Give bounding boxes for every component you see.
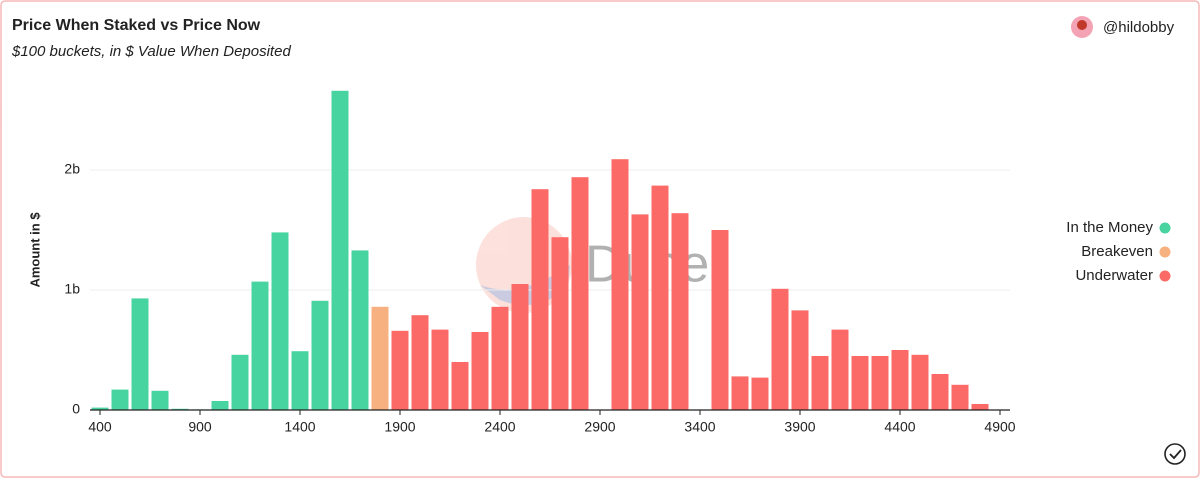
bar (951, 384, 969, 410)
bar (371, 306, 389, 410)
x-tick-label: 1400 (284, 419, 315, 435)
bar (891, 350, 909, 410)
x-tick-label: 900 (188, 419, 212, 435)
bar (351, 250, 369, 410)
x-tick-label: 2400 (484, 419, 515, 435)
chart-subtitle: $100 buckets, in $ Value When Deposited (11, 43, 291, 60)
y-tick-label: 1b (64, 281, 80, 297)
bar (431, 329, 449, 410)
legend-label: Breakeven (1081, 243, 1153, 260)
bar (231, 354, 249, 410)
bar (271, 232, 289, 410)
bar (291, 351, 309, 410)
x-tick-label: 4900 (984, 419, 1015, 435)
check-mark[interactable] (1169, 449, 1182, 460)
bar (751, 377, 769, 410)
y-axis-label: Amount in $ (27, 212, 42, 288)
bar (711, 230, 729, 410)
author: @hildobby (1103, 19, 1175, 36)
check-circle[interactable] (1164, 443, 1186, 465)
bar (251, 281, 269, 410)
chart-title: Price When Staked vs Price Now (12, 17, 261, 34)
x-tick-label: 3400 (684, 419, 715, 435)
bar (571, 177, 589, 410)
bar (551, 237, 569, 410)
x-tick-label: 2900 (584, 419, 615, 435)
bar (411, 315, 429, 410)
bar (611, 159, 629, 410)
legend-dot (1159, 222, 1171, 234)
bar (831, 329, 849, 410)
bar (131, 298, 149, 410)
x-tick-label: 400 (88, 419, 112, 435)
bar (731, 376, 749, 410)
y-tick-label: 2b (64, 161, 80, 177)
bar (331, 90, 349, 411)
bar (811, 356, 829, 410)
bar (971, 404, 989, 410)
bar (211, 401, 229, 410)
bar (451, 362, 469, 410)
bar (871, 356, 889, 410)
bar (531, 189, 549, 410)
x-tick-label: 1900 (384, 419, 415, 435)
legend-label: In the Money (1066, 219, 1153, 236)
y-tick-label: 0 (72, 401, 80, 417)
bar (151, 390, 169, 410)
bar (471, 332, 489, 410)
bar (791, 310, 809, 410)
avatar-face (1077, 20, 1087, 30)
x-tick-label: 3900 (784, 419, 815, 435)
legend-dot (1159, 270, 1171, 282)
bar (491, 306, 509, 410)
bar (851, 356, 869, 410)
bar (391, 330, 409, 410)
bar (511, 284, 529, 410)
bar (771, 288, 789, 410)
legend-label: Underwater (1075, 267, 1153, 284)
bar (651, 185, 669, 410)
bar (671, 213, 689, 410)
bar (631, 214, 649, 410)
x-tick-label: 4400 (884, 419, 915, 435)
bar (931, 374, 949, 410)
bar (91, 407, 109, 410)
bar (111, 389, 129, 410)
bar (911, 354, 929, 410)
bar (311, 300, 329, 410)
legend-dot (1159, 246, 1171, 258)
check-icon[interactable] (1164, 443, 1186, 465)
